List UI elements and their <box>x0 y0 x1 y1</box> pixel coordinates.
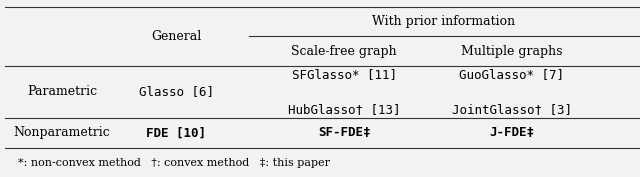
Text: Scale-free graph: Scale-free graph <box>291 45 397 58</box>
Text: Glasso [6]: Glasso [6] <box>139 85 214 98</box>
Text: *: non-convex method   †: convex method   ‡: this paper: *: non-convex method †: convex method ‡:… <box>18 158 330 169</box>
Text: JointGlasso† [3]: JointGlasso† [3] <box>452 103 572 116</box>
Text: FDE [10]: FDE [10] <box>146 126 206 139</box>
Text: Parametric: Parametric <box>27 85 97 98</box>
Text: With prior information: With prior information <box>372 15 515 28</box>
Text: Multiple graphs: Multiple graphs <box>461 45 563 58</box>
Text: Nonparametric: Nonparametric <box>14 126 111 139</box>
Text: J-FDE‡: J-FDE‡ <box>490 126 534 139</box>
Text: HubGlasso† [13]: HubGlasso† [13] <box>288 103 400 116</box>
Text: SFGlasso* [11]: SFGlasso* [11] <box>292 68 397 81</box>
Text: SF-FDE‡: SF-FDE‡ <box>318 126 371 139</box>
Text: GuoGlasso* [7]: GuoGlasso* [7] <box>460 68 564 81</box>
Text: General: General <box>151 30 202 43</box>
